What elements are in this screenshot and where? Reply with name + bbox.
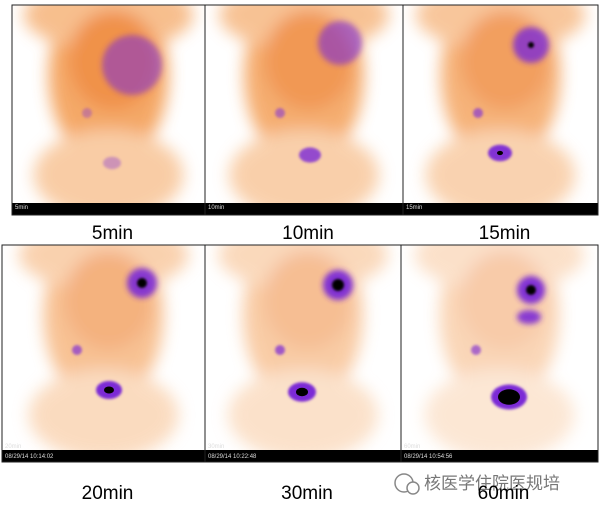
liver-uptake	[102, 35, 162, 95]
lower-core	[296, 387, 308, 397]
scan-panel: 5min	[11, 4, 206, 216]
scan-image	[2, 245, 205, 450]
overlay-label: 60min	[404, 444, 420, 450]
timestamp: 08/29/14 10:14:02	[5, 454, 54, 460]
panel-caption: 15min	[479, 223, 531, 244]
lower-body	[228, 370, 378, 450]
overlay-label: 10min	[208, 205, 224, 211]
lower-body	[28, 370, 179, 450]
lower-body	[229, 130, 379, 203]
chest	[263, 250, 353, 350]
lower-body	[424, 370, 575, 450]
body-uptake	[415, 5, 586, 203]
overlay-label: 30min	[208, 444, 224, 450]
spot-uptake	[275, 345, 285, 355]
info-strip	[401, 450, 598, 462]
scan-panel: 20min 08/29/14 10:14:02	[1, 244, 206, 463]
scan-panel: 10min	[204, 4, 404, 216]
lower-uptake	[103, 156, 121, 170]
timestamp: 08/29/14 10:22:48	[208, 454, 257, 460]
scan-panel: 30min 08/29/14 10:22:48	[204, 244, 402, 463]
spot-uptake	[82, 108, 92, 118]
liver-uptake	[318, 21, 362, 65]
liver-core	[332, 279, 344, 291]
liver-core	[526, 285, 536, 295]
lower-core	[498, 389, 520, 405]
chest	[459, 250, 550, 350]
info-strip	[12, 203, 205, 215]
lower-body	[425, 130, 576, 203]
timestamp: 08/29/14 10:54:56	[404, 454, 453, 460]
spot-uptake	[471, 345, 481, 355]
scan-panel: 15min	[402, 4, 599, 216]
scan-panel: 60min 08/29/14 10:54:56	[400, 244, 599, 463]
panel-caption: 30min	[281, 483, 333, 504]
panel-border	[400, 244, 599, 463]
scan-image	[205, 5, 403, 203]
body-uptake	[218, 245, 388, 450]
info-strip	[2, 450, 205, 462]
spot-uptake	[72, 345, 82, 355]
info-strip	[205, 203, 403, 215]
info-strip	[205, 450, 401, 462]
panel-caption: 5min	[92, 223, 133, 244]
spot-uptake	[275, 108, 285, 118]
overlay-label: 5min	[15, 205, 28, 211]
panel-border	[402, 4, 599, 216]
scan-image	[403, 5, 598, 203]
watermark: 核医学住院医规培	[394, 473, 560, 495]
panel-caption: 10min	[282, 223, 334, 244]
scan-image	[205, 245, 401, 450]
liver-core	[528, 42, 534, 48]
info-strip	[403, 203, 598, 215]
overlay-label: 20min	[5, 444, 21, 450]
lower-core	[104, 386, 114, 394]
panel-caption: 60min	[478, 483, 530, 504]
lower-uptake	[299, 147, 321, 163]
scan-image	[12, 5, 205, 203]
scan-image	[401, 245, 598, 450]
lower-core	[497, 150, 503, 156]
liver-core	[137, 278, 147, 288]
panel-caption: 20min	[82, 483, 134, 504]
overlay-label: 15min	[406, 205, 422, 211]
watermark-text: 核医学住院医规培	[424, 474, 560, 494]
spot-uptake	[473, 108, 483, 118]
chest	[63, 250, 154, 350]
stomach-uptake	[517, 310, 541, 324]
